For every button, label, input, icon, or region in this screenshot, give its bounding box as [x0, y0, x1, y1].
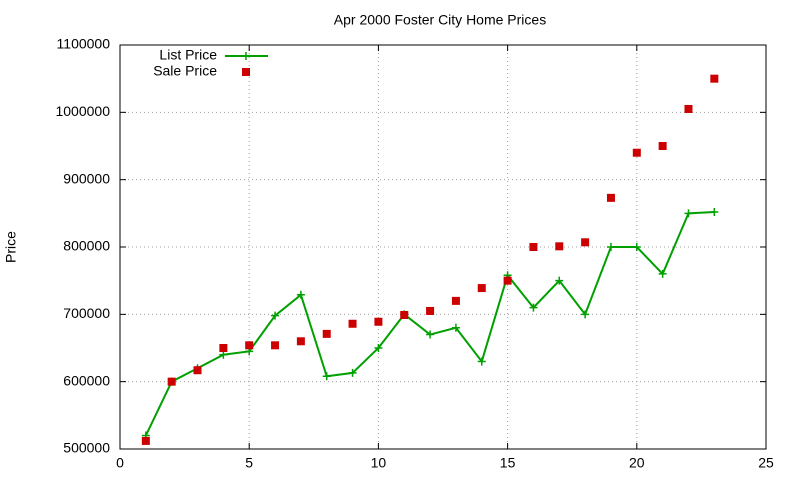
point-marker [271, 311, 280, 320]
point-marker [632, 148, 641, 157]
y-tick-label: 900000 [63, 170, 110, 186]
point-marker [606, 243, 615, 251]
point-marker [451, 296, 460, 305]
point-marker [581, 238, 590, 247]
series-line [144, 210, 715, 436]
point-marker [167, 377, 176, 386]
y-tick-label: 700000 [63, 305, 110, 321]
point-marker [348, 319, 357, 328]
y-tick-label: 600000 [63, 372, 110, 388]
point-marker [193, 366, 202, 375]
legend-label: List Price [159, 47, 217, 63]
point-marker [322, 372, 331, 381]
point-marker [710, 74, 719, 83]
point-marker [658, 142, 667, 150]
legend-label: Sale Price [153, 63, 217, 79]
point-marker [426, 306, 435, 315]
legend-swatch [242, 68, 250, 76]
point-marker [296, 337, 305, 346]
x-tick-label: 20 [629, 455, 645, 471]
point-marker [632, 243, 641, 251]
point-marker [322, 329, 331, 338]
x-tick-label: 5 [245, 455, 253, 471]
point-marker [581, 310, 590, 319]
point-marker [477, 284, 486, 293]
point-marker [348, 368, 357, 377]
point-marker [374, 317, 383, 326]
point-marker [658, 269, 667, 278]
y-tick-label: 800000 [63, 238, 110, 254]
point-marker [555, 242, 564, 251]
point-marker [219, 350, 228, 359]
point-marker [400, 311, 409, 320]
legend-swatch [242, 52, 250, 60]
point-marker [529, 243, 538, 251]
x-tick-label: 25 [758, 455, 774, 471]
point-marker [374, 344, 383, 352]
point-marker [296, 290, 305, 299]
x-tick-label: 0 [116, 455, 124, 471]
y-tick-label: 500000 [63, 440, 110, 456]
point-marker [684, 104, 693, 113]
point-marker [426, 330, 435, 339]
point-marker [503, 276, 512, 285]
chart-title: Apr 2000 Foster City Home Prices [334, 12, 546, 28]
point-marker [219, 344, 228, 352]
point-marker [606, 193, 615, 202]
x-tick-label: 10 [371, 455, 387, 471]
point-marker [684, 209, 693, 218]
point-marker [710, 207, 719, 216]
point-marker [555, 276, 564, 285]
plot-frame [119, 44, 767, 450]
x-tick-label: 15 [500, 455, 516, 471]
point-marker [477, 357, 486, 366]
point-marker [271, 341, 280, 350]
point-marker [245, 341, 254, 350]
point-marker [529, 303, 538, 312]
y-axis-label: Price [3, 231, 19, 263]
y-tick-label: 1000000 [55, 103, 110, 119]
point-marker [451, 323, 460, 332]
y-tick-label: 1100000 [57, 36, 111, 52]
point-marker [141, 436, 150, 445]
